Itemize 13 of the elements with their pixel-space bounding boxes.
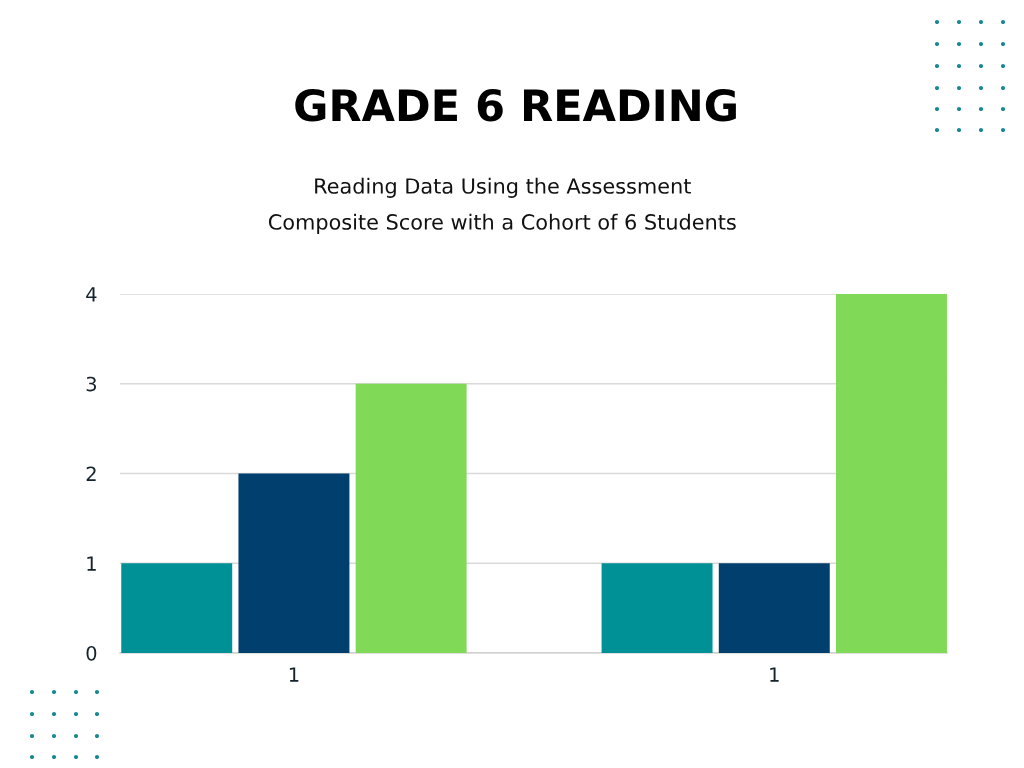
bar [355,383,467,654]
y-tick-label: 2 [86,466,96,481]
bar [601,563,713,654]
y-tick-label: 4 [86,287,97,302]
chart-title: GRADE 6 READING [295,88,736,122]
bar [718,563,830,654]
chart-subtitle: Reading Data Using the Assessment Composite Score with a Cohort of 6 Students [268,177,736,234]
y-tick-label: 3 [86,376,97,392]
bar [836,293,947,654]
bar [238,473,350,654]
y-tick-label: 1 [87,556,96,571]
bar [121,563,233,654]
y-tick-label: 0 [86,645,97,661]
